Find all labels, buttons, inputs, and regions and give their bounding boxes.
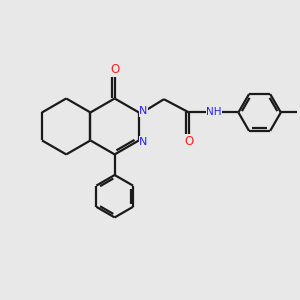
Text: N: N xyxy=(139,137,148,147)
Text: NH: NH xyxy=(206,107,222,118)
Text: O: O xyxy=(110,63,119,76)
Text: N: N xyxy=(139,106,148,116)
Text: O: O xyxy=(184,134,194,148)
